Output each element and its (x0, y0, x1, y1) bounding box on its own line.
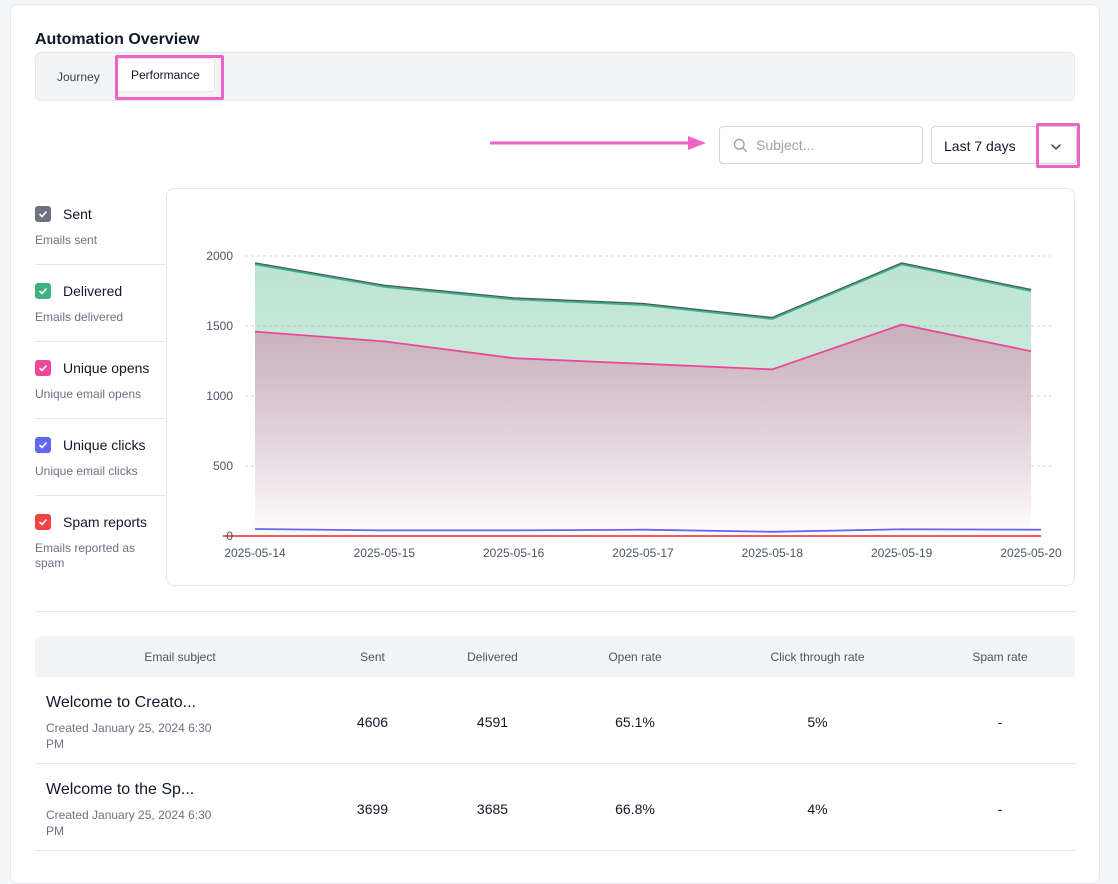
legend-item-unique-opens[interactable]: Unique opens Unique email opens (35, 342, 166, 419)
date-range-select[interactable]: Last 7 days (931, 126, 1077, 164)
series-legend: Sent Emails sent Delivered Emails delive… (35, 196, 166, 576)
y-tick-label: 1000 (206, 389, 233, 403)
legend-item-spam-reports[interactable]: Spam reports Emails reported as spam (35, 496, 166, 576)
legend-description: Emails reported as spam (35, 541, 136, 570)
table-row[interactable]: Welcome to the Sp... Created January 25,… (35, 764, 1075, 851)
pointer-arrow-icon (490, 136, 706, 150)
legend-description: Unique email opens (35, 387, 142, 401)
table-header: Email subject Sent Delivered Open rate C… (35, 636, 1075, 677)
area-unique-opens (255, 324, 1031, 536)
legend-label: Delivered (63, 283, 123, 299)
x-tick-label: 2025-05-15 (354, 546, 416, 560)
section-divider (35, 611, 1075, 612)
line-unique-opens (254, 323, 1032, 371)
legend-description: Emails delivered (35, 310, 124, 324)
check-icon (38, 287, 48, 295)
legend-description: Emails sent (35, 233, 98, 247)
tab-bar: Journey Performance (35, 52, 1075, 101)
column-header-open-rate: Open rate (608, 650, 662, 664)
delivered-value: 3685 (476, 801, 509, 817)
sent-value: 3699 (356, 801, 389, 817)
line-sent (254, 262, 1032, 319)
y-tick-label: 0 (226, 529, 233, 543)
legend-item-unique-clicks[interactable]: Unique clicks Unique email clicks (35, 419, 166, 496)
check-icon (38, 441, 48, 449)
page-title: Automation Overview (35, 31, 200, 48)
checkbox-unique-clicks[interactable] (35, 437, 51, 453)
email-performance-table: Email subject Sent Delivered Open rate C… (35, 636, 1075, 851)
line-delivered (254, 263, 1032, 320)
legend-item-delivered[interactable]: Delivered Emails delivered (35, 265, 166, 342)
ctr-value: 5% (807, 714, 828, 730)
spam-rate-value: - (997, 714, 1003, 730)
search-icon (733, 138, 748, 153)
search-input[interactable] (756, 135, 916, 155)
legend-item-sent[interactable]: Sent Emails sent (35, 196, 166, 265)
legend-description: Unique email clicks (35, 464, 138, 478)
tab-journey[interactable]: Journey (57, 70, 100, 84)
area-chart-svg: 0 500 1000 1500 2000 2025-05-14 2025-05-15 2025… (206, 249, 1062, 560)
y-tick-label: 1500 (206, 319, 233, 333)
legend-label: Spam reports (63, 514, 148, 530)
tab-performance[interactable]: Performance (117, 59, 214, 91)
y-tick-label: 500 (213, 459, 233, 473)
subject-search[interactable] (719, 126, 923, 164)
legend-label: Unique clicks (63, 437, 146, 453)
line-unique-clicks (254, 528, 1032, 533)
legend-label: Sent (63, 206, 92, 222)
sent-value: 4606 (356, 714, 389, 730)
checkbox-unique-opens[interactable] (35, 360, 51, 376)
column-header-ctr: Click through rate (770, 650, 865, 664)
column-header-subject: Email subject (144, 650, 216, 664)
column-header-sent: Sent (360, 650, 385, 664)
checkbox-delivered[interactable] (35, 283, 51, 299)
ctr-value: 4% (807, 801, 828, 817)
check-icon (38, 364, 48, 372)
date-range-value: Last 7 days (944, 138, 1016, 154)
check-icon (38, 518, 48, 526)
y-tick-label: 2000 (206, 249, 233, 263)
x-tick-label: 2025-05-19 (871, 546, 933, 560)
open-rate-value: 65.1% (615, 714, 655, 730)
x-tick-label: 2025-05-14 (224, 546, 286, 560)
created-date: Created January 25, 2024 6:30 PM (46, 721, 212, 751)
performance-chart: 0 500 1000 1500 2000 2025-05-14 2025-05-15 2025… (166, 188, 1075, 586)
x-tick-label: 2025-05-17 (612, 546, 674, 560)
check-icon (38, 210, 48, 218)
table-row[interactable]: Welcome to Creato... Created January 25,… (35, 677, 1075, 764)
x-tick-label: 2025-05-16 (483, 546, 545, 560)
spam-rate-value: - (997, 801, 1003, 817)
checkbox-spam-reports[interactable] (35, 514, 51, 530)
email-subject[interactable]: Welcome to the Sp... (46, 781, 195, 798)
created-date: Created January 25, 2024 6:30 PM (46, 808, 212, 838)
chevron-down-icon[interactable] (1049, 140, 1063, 154)
column-header-delivered: Delivered (467, 650, 518, 664)
email-subject[interactable]: Welcome to Creato... (46, 694, 196, 711)
column-header-spam-rate: Spam rate (972, 650, 1028, 664)
open-rate-value: 66.8% (615, 801, 655, 817)
x-tick-label: 2025-05-18 (742, 546, 804, 560)
legend-label: Unique opens (63, 360, 150, 376)
delivered-value: 4591 (476, 714, 509, 730)
checkbox-sent[interactable] (35, 206, 51, 222)
x-tick-label: 2025-05-20 (1000, 546, 1062, 560)
